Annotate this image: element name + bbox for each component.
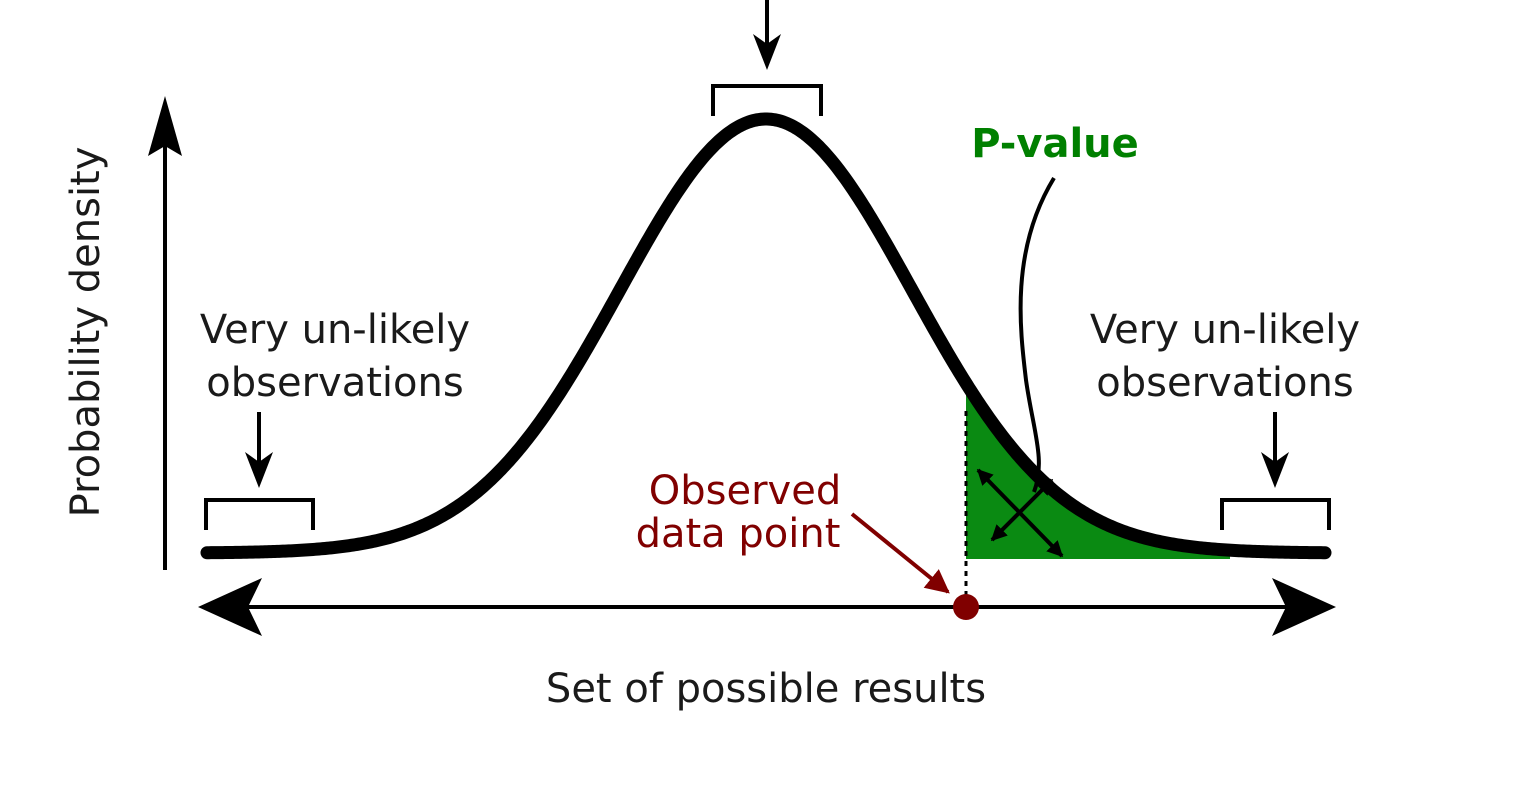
p-value-leader-line — [1018, 176, 1056, 493]
left-tail-label-line2: observations — [206, 360, 463, 406]
y-axis-label: Probability density — [63, 147, 109, 518]
right-tail-label-line1: Very un-likely — [1090, 307, 1360, 353]
p-value-tail-area — [966, 383, 1230, 559]
bell-curve — [200, 112, 1332, 560]
x-axis-label: Set of possible results — [546, 666, 986, 712]
left-tail-label-line1: Very un-likely — [200, 307, 470, 353]
observed-pointer-arrow — [850, 512, 950, 594]
right-bracket — [1220, 498, 1331, 530]
observed-label-line2: data point — [636, 511, 841, 557]
observed-label-line1: Observed — [649, 468, 841, 514]
left-bracket — [204, 498, 315, 530]
top-bracket — [711, 84, 823, 116]
top-arrow — [753, 0, 781, 70]
right-arrow — [1261, 412, 1289, 488]
right-tail-label-line2: observations — [1096, 360, 1353, 406]
tail-double-arrow-2 — [990, 478, 1054, 542]
left-arrow — [245, 412, 273, 488]
p-value-label: P-value — [971, 121, 1139, 167]
observed-data-point — [953, 594, 979, 620]
x-axis-arrow — [198, 578, 1336, 636]
y-axis-arrow — [148, 96, 182, 570]
